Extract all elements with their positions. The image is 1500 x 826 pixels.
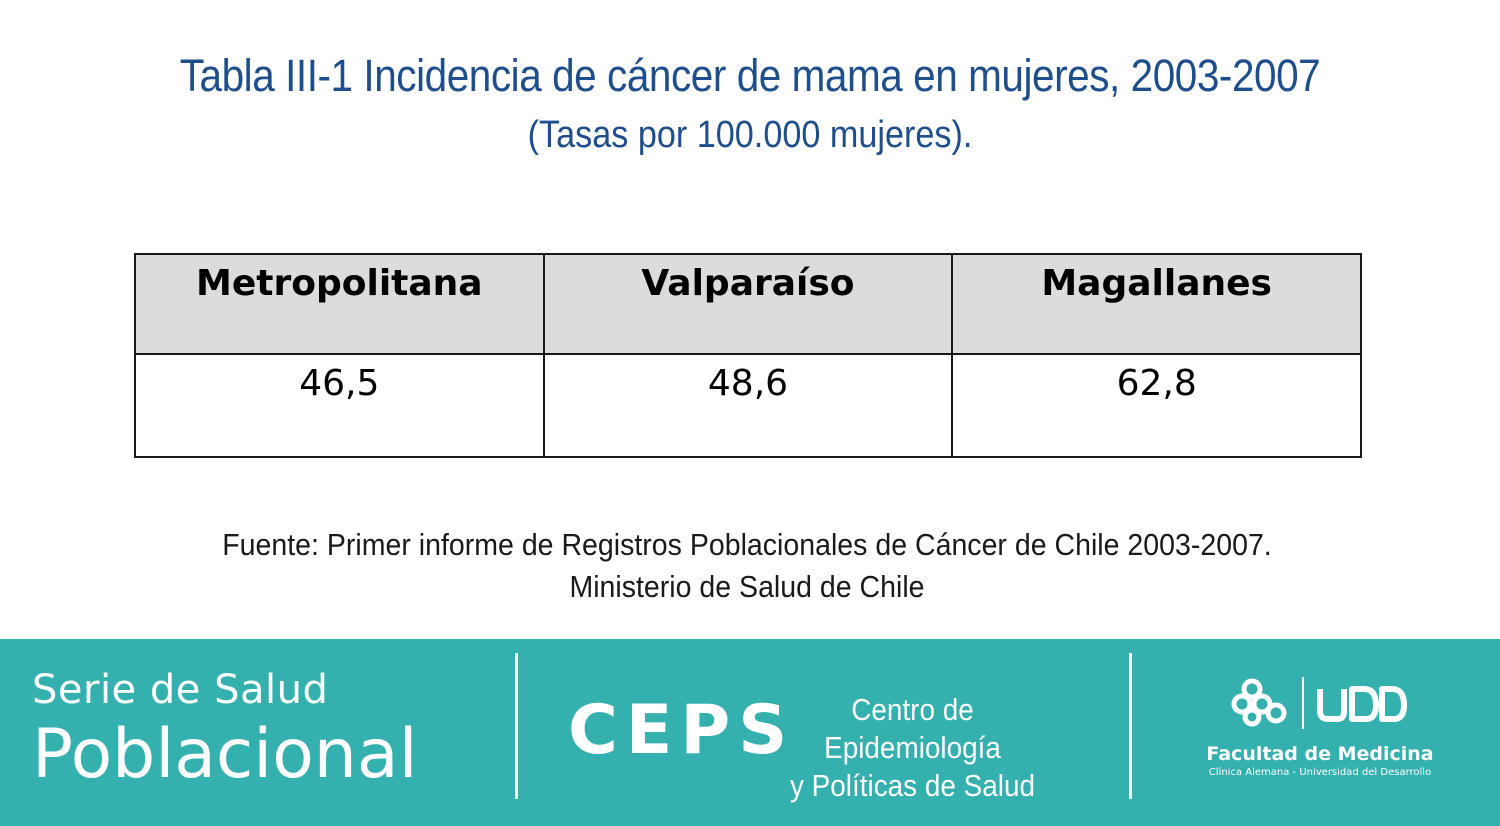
cell-valparaiso: 48,6	[542, 353, 954, 458]
series-title-line-2: Poblacional	[32, 715, 418, 794]
clinica-alemana-logo-icon	[1231, 678, 1287, 727]
source-note: Fuente: Primer informe de Registros Pobl…	[60, 524, 1434, 608]
footer-divider-right	[1129, 653, 1132, 799]
column-header-valparaiso: Valparaíso	[542, 253, 954, 355]
ceps-logo-text: CEPS	[568, 691, 796, 770]
faculty-name: Facultad de Medicina	[1206, 743, 1434, 765]
source-line-2: Ministerio de Salud de Chile	[569, 569, 925, 604]
incidence-table: Metropolitana Valparaíso Magallanes 46,5…	[134, 253, 1362, 458]
ceps-full-name: Centro de Epidemiología y Políticas de S…	[782, 691, 1043, 805]
footer-banner: Serie de Salud Poblacional CEPS Centro d…	[0, 639, 1500, 826]
table-row: 46,5 48,6 62,8	[134, 353, 1362, 458]
footer-divider-left	[515, 653, 518, 799]
source-line-1: Fuente: Primer informe de Registros Pobl…	[222, 527, 1272, 562]
faculty-institutions: Clínica Alemana - Universidad del Desarr…	[1208, 767, 1432, 778]
cell-magallanes: 62,8	[951, 353, 1362, 458]
cell-metropolitana: 46,5	[134, 353, 545, 458]
page-title: Tabla III-1 Incidencia de cáncer de mama…	[179, 50, 1321, 101]
udd-logo-icon	[1317, 686, 1407, 722]
ceps-name-line-2: y Políticas de Salud	[789, 768, 1036, 803]
page-subtitle: (Tasas por 100.000 mujeres).	[527, 114, 973, 156]
table-header-row: Metropolitana Valparaíso Magallanes	[134, 253, 1362, 355]
column-header-magallanes: Magallanes	[951, 253, 1362, 355]
column-header-metropolitana: Metropolitana	[134, 253, 545, 355]
ceps-name-line-1: Centro de Epidemiología	[824, 692, 1001, 765]
logo-divider	[1302, 677, 1304, 729]
series-title-line-1: Serie de Salud	[32, 667, 329, 713]
